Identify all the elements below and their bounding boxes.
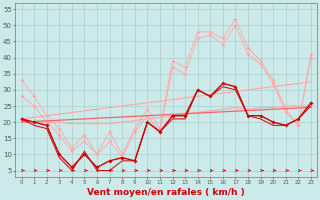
X-axis label: Vent moyen/en rafales ( km/h ): Vent moyen/en rafales ( km/h ) xyxy=(87,188,245,197)
